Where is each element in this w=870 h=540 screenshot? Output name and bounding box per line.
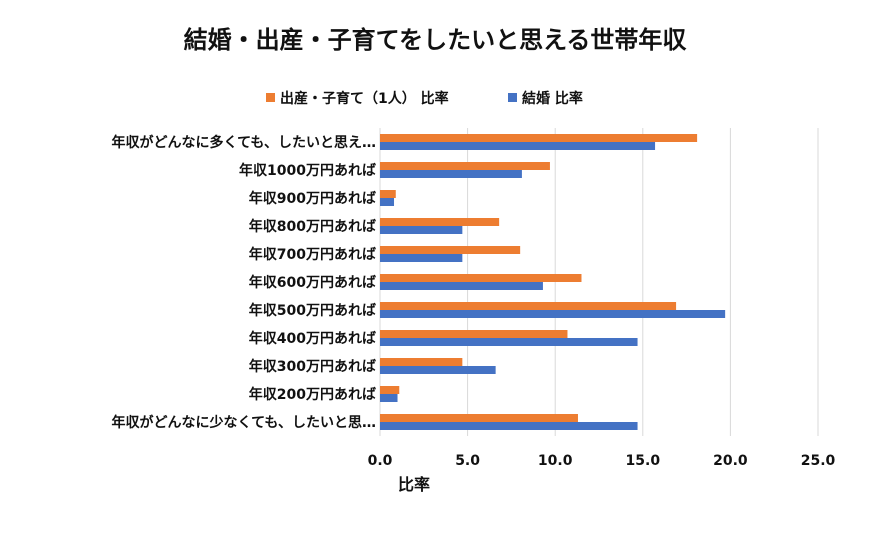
bar-marriage — [380, 366, 496, 374]
bar-marriage — [380, 198, 395, 206]
x-tick-label: 20.0 — [713, 453, 748, 469]
bar-birth — [380, 358, 463, 366]
bar-birth — [380, 414, 578, 422]
x-tick-label: 15.0 — [626, 453, 661, 469]
bar-birth — [380, 330, 568, 338]
chart-title: 結婚・出産・子育てをしたいと思える世帯年収 — [184, 26, 688, 54]
bar-birth — [380, 274, 582, 282]
legend-swatch-birth — [266, 93, 275, 102]
bar-marriage — [380, 394, 398, 402]
legend: 出産・子育て（1人） 比率 結婚 比率 — [266, 90, 583, 107]
bar-birth — [380, 162, 550, 170]
bar-marriage — [380, 422, 638, 430]
x-tick-labels: 0.0 5.0 10.0 15.0 20.0 25.0 — [368, 453, 836, 469]
category-label: 年収800万円あれば — [249, 218, 376, 235]
x-axis-title: 比率 — [398, 475, 430, 494]
x-tick-label: 10.0 — [538, 453, 573, 469]
bar-birth — [380, 134, 698, 142]
category-labels: 年収がどんなに多くても、したいと思え… 年収1000万円あれば年収900万円あれば… — [112, 134, 376, 431]
x-tick-label: 0.0 — [368, 453, 393, 469]
bar-birth — [380, 302, 677, 310]
category-label: 年収400万円あれば — [249, 330, 376, 347]
bars — [380, 134, 726, 430]
category-label: 年収300万円あれば — [249, 358, 376, 375]
category-label: 年収がどんなに少なくても、したいと思… — [112, 414, 376, 431]
category-label: 年収900万円あれば — [249, 190, 376, 207]
legend-label-marriage: 結婚 比率 — [522, 90, 583, 107]
category-label: 年収500万円あれば — [249, 302, 376, 319]
category-label: 年収1000万円あれば — [239, 162, 376, 179]
legend-swatch-marriage — [508, 93, 517, 102]
bar-marriage — [380, 142, 656, 150]
category-label: 年収700万円あれば — [249, 246, 376, 263]
x-tick-label: 25.0 — [801, 453, 836, 469]
category-label: 年収がどんなに多くても、したいと思え… — [112, 134, 376, 151]
category-label: 年収600万円あれば — [249, 274, 376, 291]
bar-marriage — [380, 226, 463, 234]
bar-birth — [380, 218, 500, 226]
bar-birth — [380, 246, 521, 254]
category-label: 年収200万円あれば — [249, 386, 376, 403]
legend-label-birth: 出産・子育て（1人） 比率 — [280, 90, 449, 107]
bar-marriage — [380, 254, 463, 262]
x-tick-label: 5.0 — [455, 453, 480, 469]
bar-birth — [380, 386, 400, 394]
bar-birth — [380, 190, 396, 198]
bar-marriage — [380, 170, 522, 178]
bar-marriage — [380, 310, 726, 318]
bar-marriage — [380, 282, 543, 290]
bar-marriage — [380, 338, 638, 346]
